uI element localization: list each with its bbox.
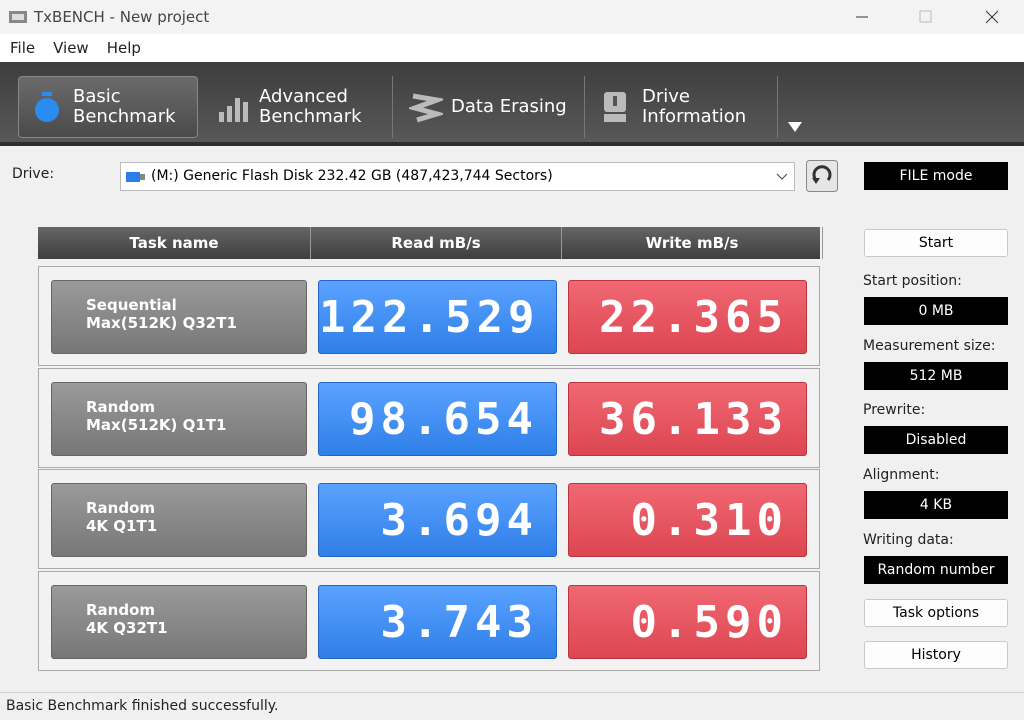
column-header: Task name: [38, 227, 311, 259]
task-button[interactable]: Sequential Max(512K) Q32T1: [51, 280, 307, 354]
refresh-button[interactable]: [806, 160, 838, 192]
tab-label: Advanced Benchmark: [259, 87, 362, 127]
tab-icon: [219, 98, 248, 122]
task-button[interactable]: Random 4K Q1T1: [51, 483, 307, 557]
more-tabs[interactable]: [786, 120, 804, 134]
write-result: 0.590: [568, 584, 807, 659]
setting-value[interactable]: 512 MB: [864, 361, 1008, 390]
tab-bar: Basic Benchmark Advanced Benchmark Data Eras…: [0, 62, 1024, 146]
side-button[interactable]: History: [864, 641, 1008, 669]
tab-icon: [604, 92, 626, 122]
menu-item[interactable]: View: [53, 39, 89, 57]
menu-item[interactable]: Help: [106, 39, 141, 57]
drive-label: Drive:: [12, 166, 55, 182]
write-result: 36.133: [568, 381, 807, 456]
tab-label: Drive Information: [642, 87, 746, 127]
write-result: 22.365: [568, 280, 807, 354]
side-button[interactable]: Task options: [864, 599, 1008, 627]
setting-value[interactable]: 4 KB: [864, 491, 1008, 520]
app-icon: [9, 11, 27, 23]
setting-value[interactable]: Random number: [864, 555, 1008, 584]
tab-label-line: Benchmark: [259, 106, 362, 127]
tab[interactable]: Drive Information: [588, 76, 778, 138]
read-result: 3.743: [318, 584, 557, 659]
drive-value: (M:) Generic Flash Disk 232.42 GB (487,4…: [151, 168, 553, 184]
menu-item[interactable]: File: [10, 39, 36, 57]
setting-label: Alignment:: [863, 467, 940, 484]
tab-label-line: Advanced: [259, 86, 348, 107]
task-button[interactable]: Random Max(512K) Q1T1: [51, 381, 307, 456]
menu-bar: File View Help: [0, 34, 1024, 62]
dropdown-arrow: [776, 173, 788, 180]
tab-icon: [35, 92, 59, 122]
result-row: Random Max(512K) Q1T1 98.654 36.133: [38, 367, 820, 468]
tab-label: Data Erasing: [451, 97, 567, 117]
tab[interactable]: Basic Benchmark: [18, 76, 198, 138]
tab-icon: [409, 93, 443, 123]
tab-label-line: Information: [642, 106, 747, 127]
mode-indicator: FILE mode: [864, 162, 1008, 190]
setting-label: Writing data:: [863, 531, 954, 548]
tab-label-line: Benchmark: [73, 106, 176, 127]
task-name-line: Random: [86, 397, 156, 416]
column-header: Read mB/s: [311, 227, 562, 259]
start-button[interactable]: Start: [864, 229, 1008, 257]
task-name-line: Max(512K) Q1T1: [86, 415, 227, 434]
tab-label-line: Data Erasing: [451, 96, 567, 117]
task-name-line: 4K Q1T1: [86, 517, 158, 535]
read-result: 3.694: [318, 483, 557, 557]
tab[interactable]: Advanced Benchmark: [205, 76, 393, 138]
task-name-line: Random: [86, 600, 156, 619]
result-row: Random 4K Q32T1 3.743 0.590: [38, 570, 820, 671]
task-name-line: Sequential: [86, 296, 177, 314]
setting-label: Measurement size:: [863, 337, 996, 354]
task-name-line: 4K Q32T1: [86, 618, 168, 637]
setting-value[interactable]: 0 MB: [864, 297, 1008, 325]
tab-label: Basic Benchmark: [73, 87, 176, 127]
drive-icon: [126, 172, 145, 182]
task-name-line: Random: [86, 499, 156, 517]
tab-label-line: Drive: [642, 86, 690, 107]
status-bar: Basic Benchmark finished successfully.: [0, 692, 1024, 719]
task-name-line: Max(512K) Q32T1: [86, 314, 237, 332]
task-button[interactable]: Random 4K Q32T1: [51, 584, 307, 659]
write-result: 0.310: [568, 483, 807, 557]
table-header: Task name Read mB/s Write mB/s: [38, 227, 823, 259]
result-row: Sequential Max(512K) Q32T1 122.529 22.365: [38, 266, 820, 366]
result-row: Random 4K Q1T1 3.694 0.310: [38, 469, 820, 569]
setting-label: Start position:: [863, 273, 962, 289]
title-bar: TxBENCH - New project: [0, 0, 1024, 34]
drive-select[interactable]: (M:) Generic Flash Disk 232.42 GB (487,4…: [120, 162, 795, 191]
read-result: 98.654: [318, 381, 557, 456]
column-header: Write mB/s: [562, 227, 823, 259]
tab[interactable]: Data Erasing: [397, 76, 585, 138]
setting-value[interactable]: Disabled: [864, 426, 1008, 455]
window-controls[interactable]: [850, 0, 1024, 34]
setting-label: Prewrite:: [863, 402, 926, 419]
window-title: TxBENCH - New project: [34, 8, 210, 26]
tab-label-line: Basic: [73, 86, 121, 107]
read-result: 122.529: [318, 280, 557, 354]
